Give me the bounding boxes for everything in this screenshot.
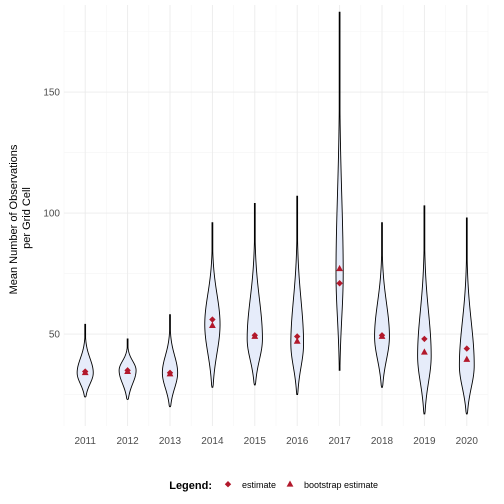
legend-label-bootstrap: bootstrap estimate [304, 480, 378, 490]
violin-2015 [246, 202, 263, 386]
bootstrap-point-2016 [293, 337, 301, 344]
y-axis-title: Mean Number of Observations per Grid Cel… [8, 142, 33, 295]
estimate-point-2016 [294, 333, 301, 340]
x-tick-label: 2020 [456, 436, 479, 447]
violin-2011 [76, 323, 94, 398]
violin-2013 [161, 314, 179, 408]
bootstrap-point-2015 [251, 332, 259, 339]
legend: Legend: estimate bootstrap estimate [169, 480, 378, 492]
violin-2017 [335, 11, 344, 371]
x-tick-label: 2012 [116, 436, 139, 447]
x-tick-label: 2018 [371, 436, 394, 447]
legend-key-bootstrap-triangle [286, 480, 294, 487]
bootstrap-point-2020 [463, 355, 471, 362]
violin-2020 [458, 217, 475, 415]
bootstrap-point-2011 [81, 368, 89, 376]
y-tick-label: 100 [43, 209, 60, 220]
x-tick-label: 2013 [159, 436, 182, 447]
bootstrap-point-2019 [421, 348, 428, 355]
legend-title: Legend: [169, 480, 212, 492]
bootstrap-point-2018 [378, 332, 386, 339]
points [81, 264, 471, 377]
y-tick-label: 50 [49, 330, 61, 341]
violin-2019 [417, 205, 432, 415]
y-tick-label: 150 [43, 88, 60, 99]
bootstrap-point-2017 [336, 264, 343, 272]
x-tick-label: 2019 [413, 436, 436, 447]
violin-2016 [290, 195, 305, 395]
estimate-point-2020 [463, 345, 470, 352]
violin-2014 [204, 222, 221, 388]
x-tick-label: 2016 [286, 436, 309, 447]
bootstrap-point-2012 [124, 367, 131, 374]
x-tick-label: 2017 [328, 436, 351, 447]
estimate-point-2014 [209, 316, 216, 323]
estimate-point-2019 [421, 335, 428, 343]
legend-label-estimate: estimate [242, 480, 276, 490]
y-axis-ticks: 50 100 150 [43, 88, 60, 341]
y-axis-title-line-2: per Grid Cell [21, 187, 33, 249]
legend-key-estimate-diamond [224, 481, 232, 488]
violin-2018 [374, 222, 390, 388]
x-tick-label: 2011 [74, 436, 96, 447]
bootstrap-point-2013 [166, 370, 174, 377]
x-axis-ticks: 2011 2012 2013 2014 2015 2016 2017 2018 2019 2020 [74, 436, 478, 447]
x-tick-label: 2015 [244, 436, 267, 447]
estimate-point-2017 [336, 280, 343, 287]
y-axis-title-line-1: Mean Number of Observations [8, 144, 20, 294]
bootstrap-point-2014 [209, 321, 216, 328]
x-tick-label: 2014 [201, 436, 224, 447]
